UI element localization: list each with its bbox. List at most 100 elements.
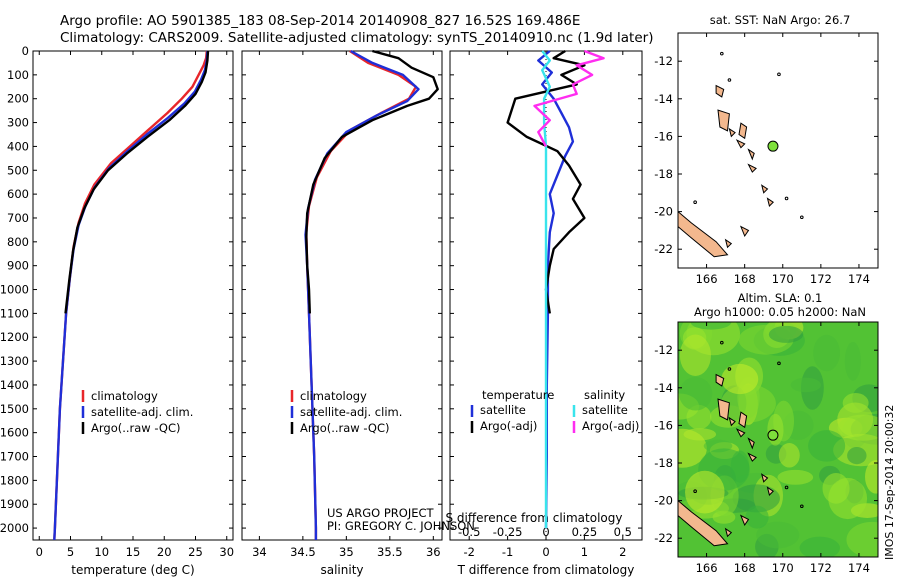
y-tick-label: 1500: [0, 402, 29, 416]
island: [724, 527, 733, 538]
island: [766, 197, 774, 207]
sla-blob: [777, 469, 814, 485]
series-line: [506, 49, 586, 314]
map-frame: [677, 321, 879, 558]
island: [747, 437, 755, 450]
island: [735, 139, 746, 149]
island: [735, 428, 746, 438]
credit-pi: PI: GREGORY C. JOHNSON: [327, 519, 475, 533]
x-tick-label: -1: [502, 545, 513, 559]
island: [747, 163, 757, 173]
sla-field: [678, 322, 878, 557]
sla-blob: [790, 377, 822, 393]
legend-entry: Argo(-adj): [480, 419, 537, 433]
sst-map-title: sat. SST: NaN Argo: 26.7: [710, 13, 851, 27]
island: [728, 416, 736, 427]
y-tick-label: 1100: [0, 306, 29, 320]
y-tick-label: -18: [654, 167, 673, 181]
y-tick-label: -20: [654, 205, 673, 219]
legend-entry: satellite-adj. clim.: [300, 405, 402, 419]
x-tick-label: 10: [94, 545, 109, 559]
y-tick-label: 400: [7, 139, 29, 153]
top-axis-label: S difference from climatology: [446, 511, 623, 525]
panel-difference: -2 -1 0 1 2 T difference from climatology -0.5…: [446, 49, 643, 577]
sla-blob: [778, 443, 800, 468]
x-tick-label: 36: [426, 545, 441, 559]
x-tick-label: 172: [810, 561, 832, 575]
y-tick-label: 1000: [0, 283, 29, 297]
y-tick-label: 1300: [0, 354, 29, 368]
land: [678, 340, 804, 547]
y-tick-label: 200: [7, 92, 29, 106]
islet: [720, 51, 724, 56]
argo-location-marker: [767, 140, 779, 152]
argo-location-marker: [767, 429, 779, 441]
islet: [693, 200, 697, 204]
islet: [800, 215, 804, 220]
x-axis-label: T difference from climatology: [457, 563, 635, 577]
island: [761, 473, 769, 483]
series-line: [53, 50, 209, 541]
legend-header: temperature: [482, 388, 554, 402]
x-tick-label: 0: [36, 545, 43, 559]
sla-blob: [828, 477, 868, 520]
island: [715, 373, 725, 387]
sla-blob: [837, 414, 878, 441]
sla-blob: [865, 460, 878, 494]
legend-entry: Argo(..raw -QC): [91, 421, 181, 435]
x-tick-label: 5: [67, 545, 74, 559]
x-tick-label: 170: [772, 561, 794, 575]
panel-salinity: 34 34.5 35 35.5 36 salinity climatology satelli…: [241, 49, 443, 577]
y-tick-label: -18: [654, 456, 673, 470]
x-tick-label: 2: [619, 545, 626, 559]
sla-blob: [745, 505, 769, 529]
series-line: [537, 50, 575, 529]
legend-entry: Argo(-adj): [582, 419, 639, 433]
x-tick-label: -2: [463, 545, 474, 559]
axes-frame: [241, 50, 443, 541]
x-axis-label: salinity: [320, 563, 363, 577]
sla-blob: [756, 521, 800, 549]
y-tick-label: 100: [7, 68, 29, 82]
series-line: [304, 49, 420, 540]
y-tick-label: 1400: [0, 378, 29, 392]
island: [747, 148, 755, 161]
island: [766, 486, 774, 496]
islet: [727, 78, 732, 82]
islet: [784, 485, 789, 490]
sla-blob: [846, 521, 878, 557]
island: [678, 499, 729, 547]
y-tick-label: 900: [7, 259, 29, 273]
x-tick-label: 166: [696, 561, 718, 575]
legend-entry: satellite: [582, 403, 628, 417]
islet: [777, 361, 781, 366]
series-line: [541, 50, 551, 529]
y-tick-label: 1200: [0, 330, 29, 344]
legend-entry: climatology: [300, 389, 367, 403]
island: [717, 109, 730, 132]
island: [739, 514, 750, 527]
y-tick-label: 0: [22, 44, 29, 58]
y-tick-label: -16: [654, 129, 673, 143]
sla-blob: [842, 393, 869, 413]
map-frame: [677, 32, 879, 269]
island: [715, 84, 725, 98]
land: [678, 51, 804, 258]
y-tick-label: -14: [654, 381, 673, 395]
y-tick-label: 1600: [0, 426, 29, 440]
sla-blob: [686, 404, 712, 430]
island: [728, 127, 736, 138]
islet: [777, 72, 781, 77]
y-tick-label: 600: [7, 187, 29, 201]
x-tick-label: 168: [734, 561, 756, 575]
legend-entry: climatology: [91, 389, 158, 403]
y-tick-label: 1700: [0, 450, 29, 464]
x-tick-label: 25: [188, 545, 203, 559]
legend-header: salinity: [584, 388, 625, 402]
top-tick-label: -0.25: [493, 525, 523, 539]
sla-map-subtitle: Argo h1000: 0.05 h2000: NaN: [694, 305, 866, 319]
credit-project: US ARGO PROJECT: [327, 506, 435, 520]
legend-entry: satellite-adj. clim.: [91, 405, 193, 419]
sla-map-title: Altim. SLA: 0.1: [738, 291, 823, 305]
panel-sst-map: 166 168 170 172 174 -12 -14 -16 -18 -20 -22: [654, 32, 879, 286]
